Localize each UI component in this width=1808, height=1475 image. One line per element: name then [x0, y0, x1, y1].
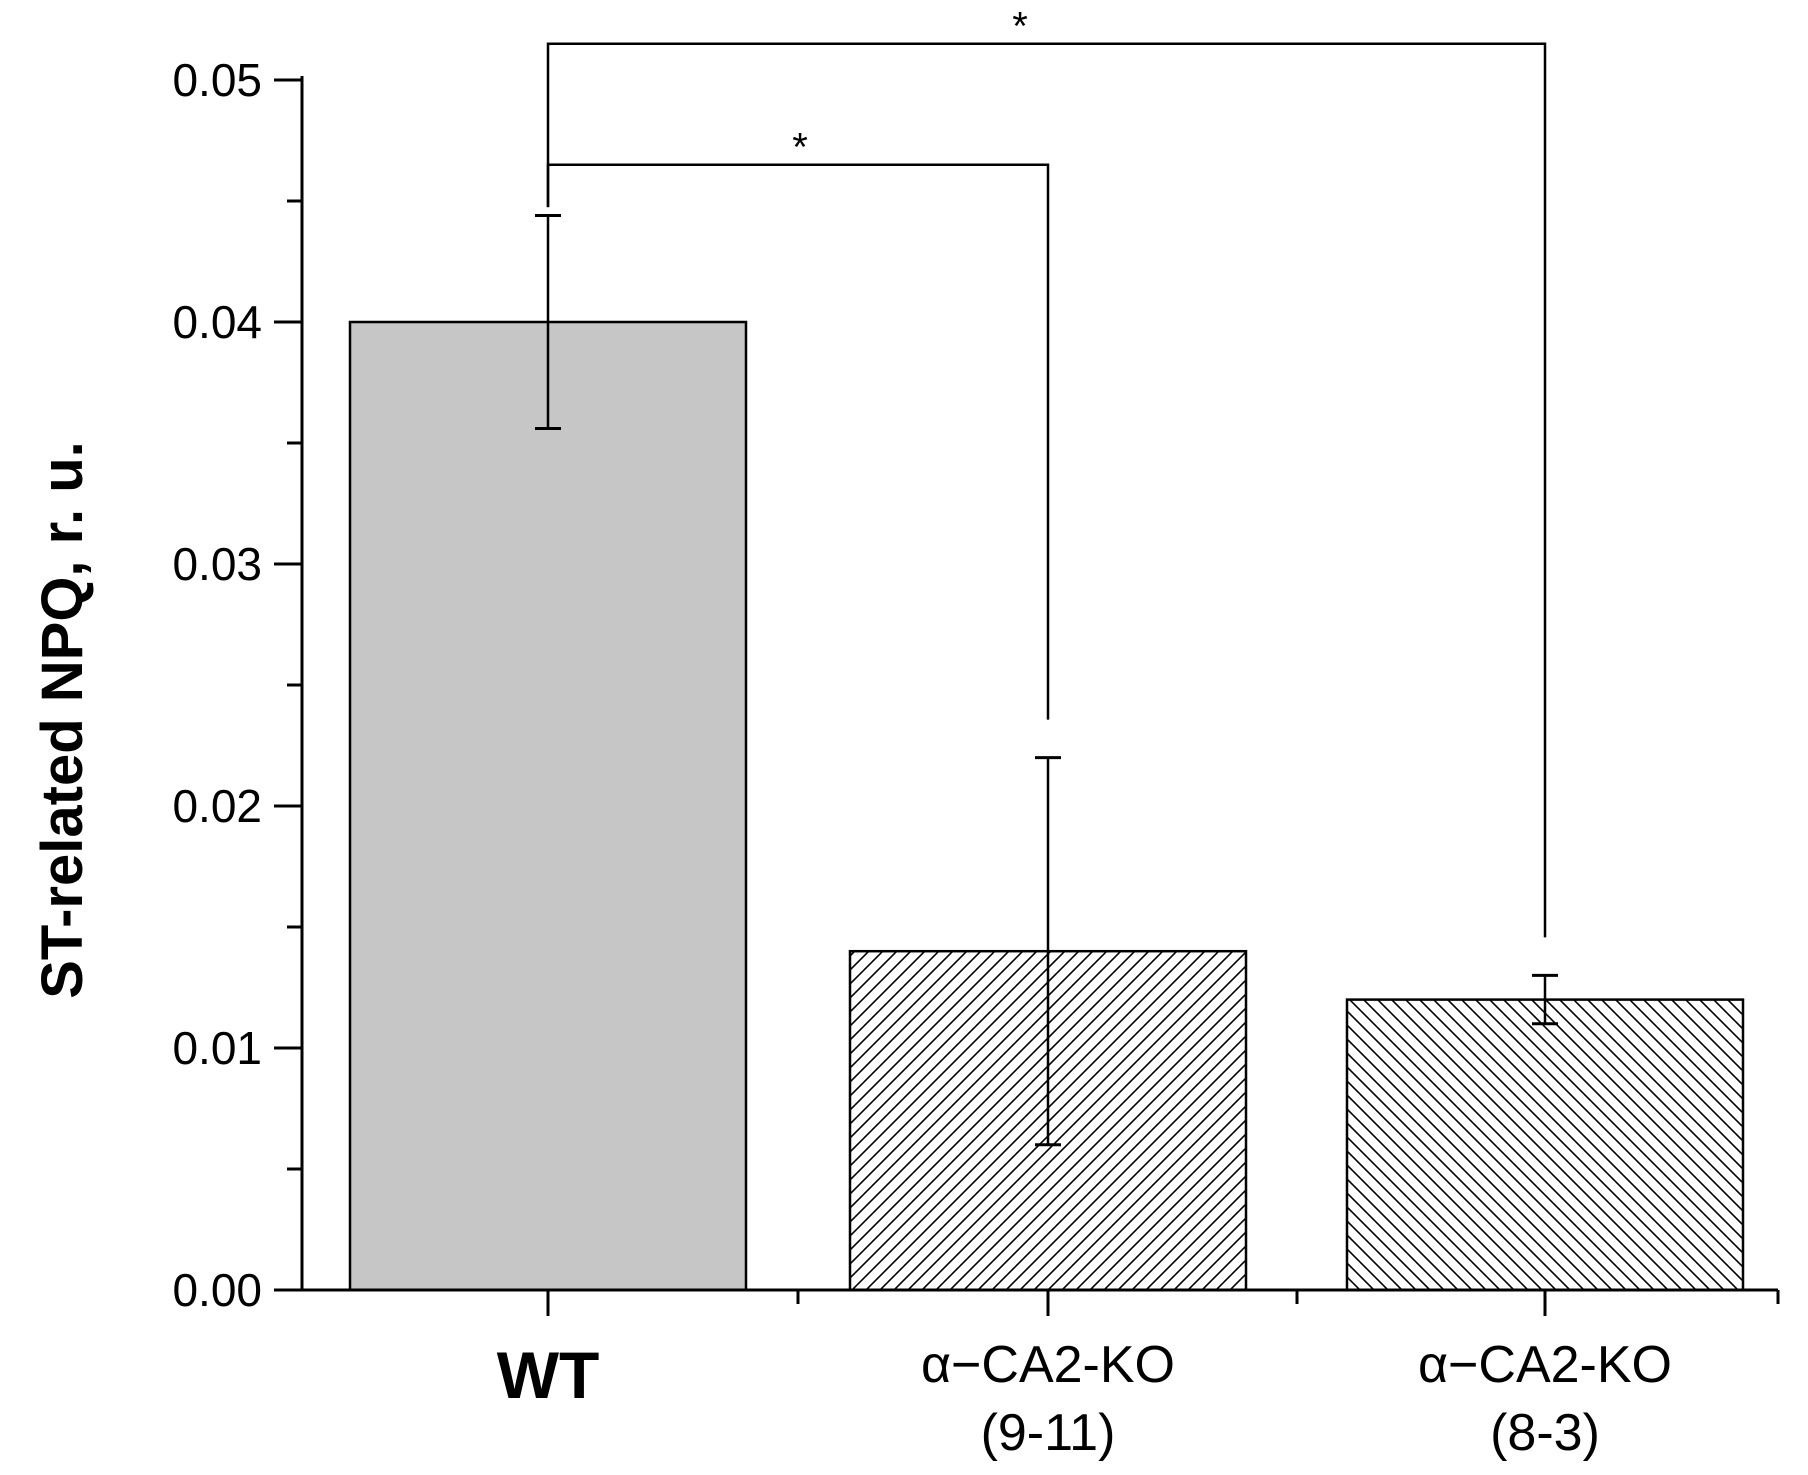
axes: 0.00 0.01 0.02 0.03 0.04 0.05 [172, 54, 1780, 1316]
x-tick-label: WT [497, 1338, 600, 1412]
significance-label: * [1012, 5, 1028, 49]
x-tick-label: α−CA2-KO [1418, 1336, 1672, 1394]
error-bars [535, 214, 1558, 1147]
bar-0 [348, 320, 748, 1292]
significance-label: * [792, 126, 808, 170]
y-tick-label: 0.02 [172, 780, 262, 832]
x-tick-label-line2: (9-11) [981, 1404, 1116, 1462]
y-tick-label: 0.00 [172, 1264, 262, 1316]
x-tick-label-line2: (8-3) [1490, 1404, 1600, 1462]
y-tick-label: 0.04 [172, 296, 262, 348]
y-axis-label: ST-related NPQ, r. u. [30, 441, 95, 999]
y-tick-label: 0.05 [172, 54, 262, 106]
significance-brackets: ** [546, 5, 1547, 938]
bar-2 [1345, 998, 1745, 1292]
y-tick-label: 0.01 [172, 1022, 262, 1074]
x-tick-label: α−CA2-KO [921, 1336, 1175, 1394]
axis-labels: WT α−CA2-KO (9-11) α−CA2-KO (8-3) ST-related … [30, 441, 1672, 1462]
significance-bracket-1 [546, 42, 1547, 938]
y-tick-label: 0.03 [172, 538, 262, 590]
